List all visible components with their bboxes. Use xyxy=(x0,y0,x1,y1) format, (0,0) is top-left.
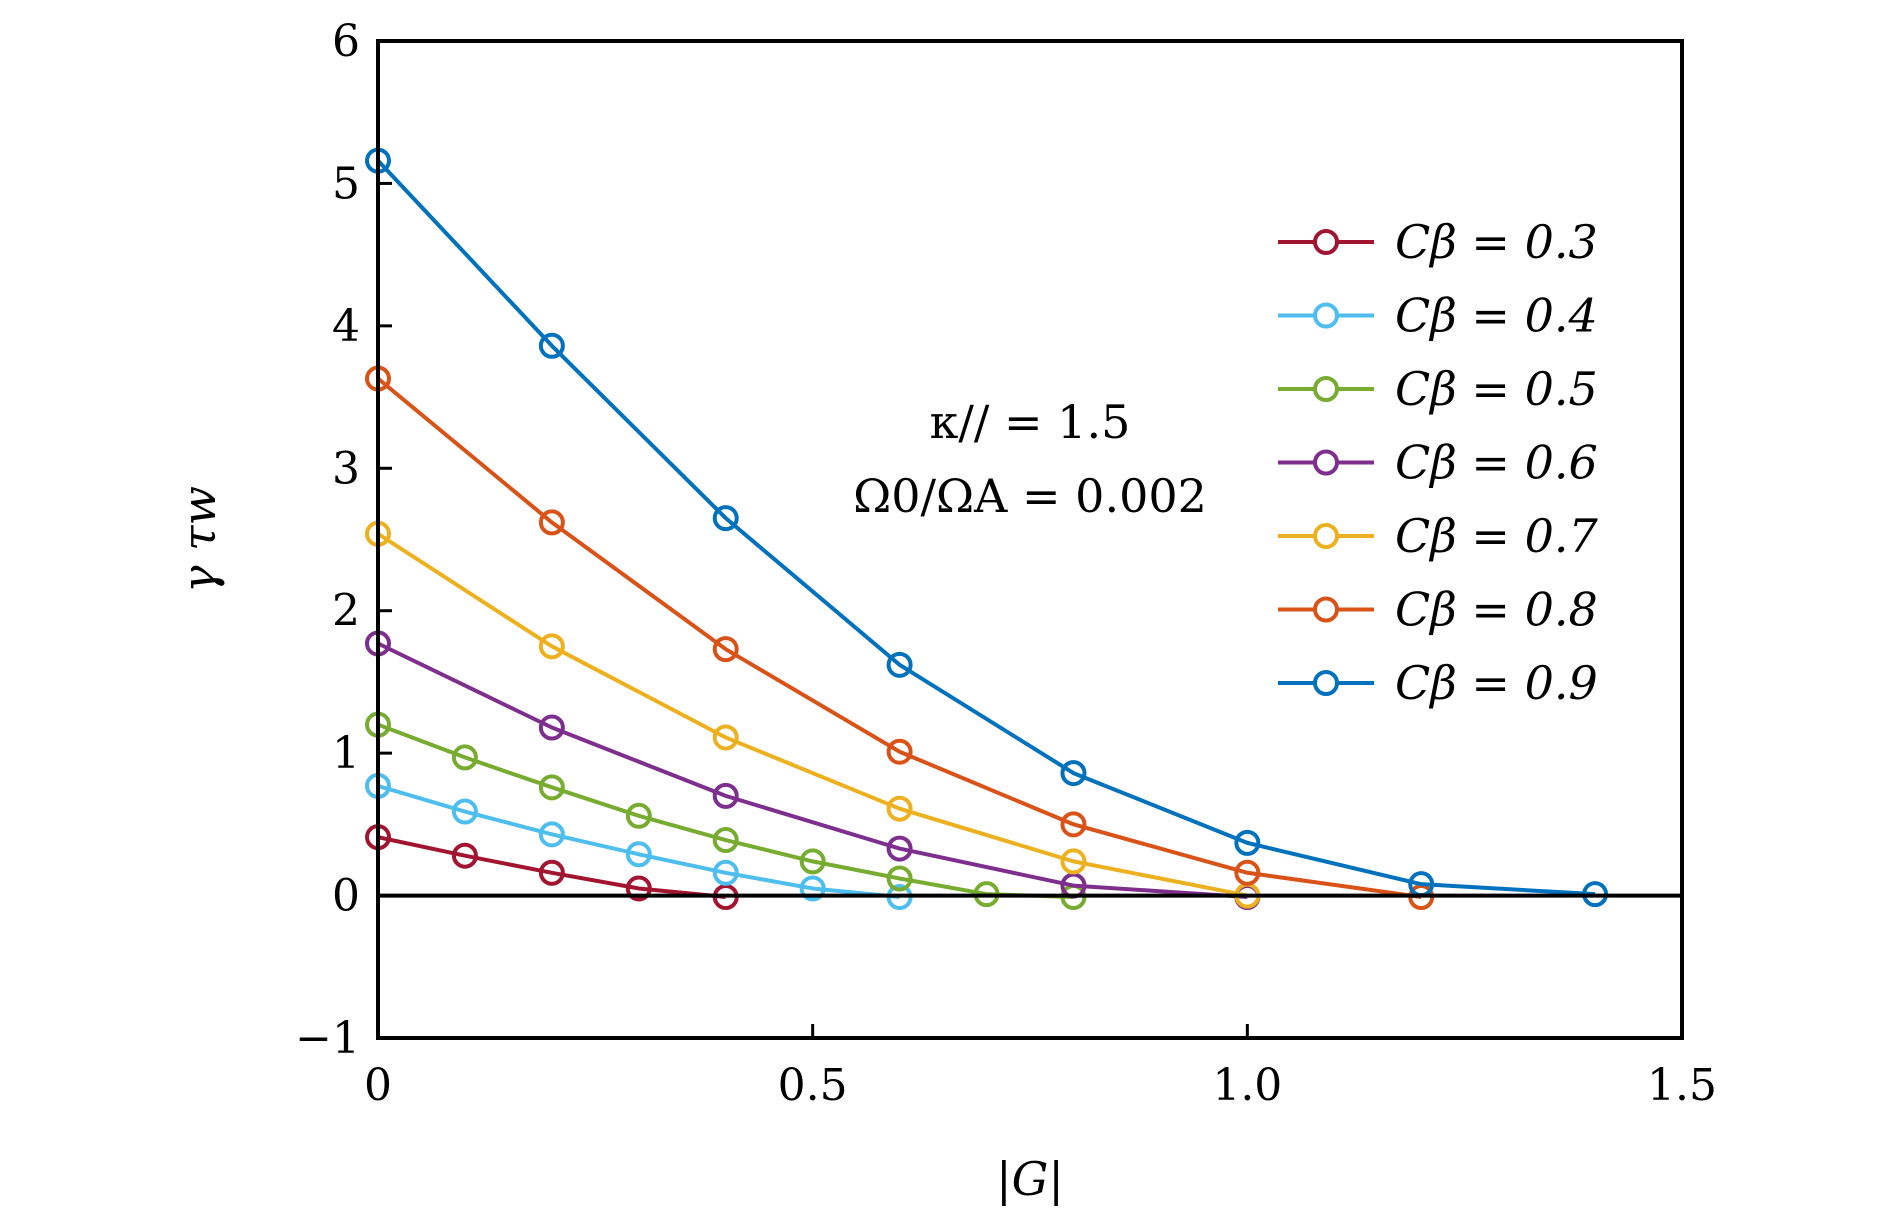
series-line xyxy=(377,783,900,899)
y-tick-label: 0 xyxy=(332,871,360,922)
x-tick-label: 0.5 xyxy=(778,1060,848,1111)
y-tick-label: 1 xyxy=(332,728,360,779)
data-point xyxy=(886,651,913,678)
legend-marker xyxy=(1313,449,1339,476)
x-tick-label: 1.0 xyxy=(1212,1060,1282,1111)
series-line xyxy=(377,641,1248,899)
data-point xyxy=(712,505,739,532)
data-point xyxy=(1234,829,1261,856)
x-tick-label: 1.5 xyxy=(1647,1060,1717,1111)
data-point xyxy=(538,714,565,741)
data-point xyxy=(625,841,652,868)
legend-entry: Cβ = 0.3 xyxy=(1278,215,1598,269)
legend-entry: Cβ = 0.9 xyxy=(1278,656,1598,710)
data-point xyxy=(712,636,739,663)
data-point xyxy=(1234,859,1261,886)
data-point xyxy=(538,859,565,886)
y-tick-label: 2 xyxy=(332,586,360,637)
data-point xyxy=(538,332,565,359)
series-line xyxy=(377,835,726,899)
series-line xyxy=(376,532,1248,898)
legend-marker xyxy=(1313,596,1339,623)
legend-entry: Cβ = 0.8 xyxy=(1278,583,1598,637)
legend-label: Cβ = 0.7 xyxy=(1395,509,1598,563)
series-group xyxy=(365,365,1435,910)
data-point xyxy=(538,774,565,801)
x-axis-title: |G| xyxy=(996,1152,1064,1206)
data-point xyxy=(886,738,913,765)
data-point xyxy=(1060,848,1087,875)
legend-label: Cβ = 0.9 xyxy=(1395,656,1598,710)
data-point xyxy=(1060,760,1087,787)
y-tick-label: 3 xyxy=(332,443,360,494)
legend-marker xyxy=(1313,229,1339,255)
legend-entry: Cβ = 0.6 xyxy=(1278,436,1598,490)
legend-label: Cβ = 0.4 xyxy=(1395,289,1598,343)
legend-entry: Cβ = 0.5 xyxy=(1278,362,1598,416)
data-point xyxy=(451,744,478,771)
series-line xyxy=(376,159,1596,897)
legend-label: Cβ = 0.5 xyxy=(1395,362,1598,416)
data-point xyxy=(886,795,913,822)
data-point xyxy=(451,798,478,825)
data-point xyxy=(799,875,826,902)
legend-label: Cβ = 0.3 xyxy=(1395,215,1598,269)
legend-entry: Cβ = 0.4 xyxy=(1278,289,1598,343)
legend-label: Cβ = 0.8 xyxy=(1395,583,1598,637)
data-point xyxy=(1060,811,1087,838)
data-point xyxy=(538,633,565,660)
data-point xyxy=(625,802,652,829)
annotation-kappa: κ// = 1.5 xyxy=(930,395,1131,449)
y-axis-title: γ τw xyxy=(172,486,226,593)
data-point xyxy=(451,842,478,869)
plot-frame xyxy=(376,39,1684,1040)
series-line xyxy=(377,722,1074,899)
data-point xyxy=(712,859,739,886)
legend: Cβ = 0.3 Cβ = 0.4 Cβ = 0.5 Cβ = 0.6 Cβ = 0.7… xyxy=(1278,215,1598,710)
data-point xyxy=(712,782,739,809)
series-line xyxy=(376,377,1422,899)
legend-label: Cβ = 0.6 xyxy=(1395,436,1598,490)
y-tick-label: 6 xyxy=(332,16,360,67)
series-group xyxy=(365,772,913,910)
legend-entry: Cβ = 0.7 xyxy=(1278,509,1598,563)
data-point xyxy=(886,835,913,862)
series-group xyxy=(365,520,1261,909)
data-point xyxy=(625,875,652,902)
y-tick-label: 4 xyxy=(332,301,360,352)
annotation-omega-ratio: Ω0/ΩA = 0.002 xyxy=(853,469,1207,523)
y-tick-label: 5 xyxy=(332,158,360,209)
legend-marker xyxy=(1313,376,1339,402)
legend-marker xyxy=(1313,302,1339,329)
data-point xyxy=(712,827,739,854)
y-tick-label: −1 xyxy=(295,1013,360,1064)
data-point xyxy=(886,865,913,892)
legend-marker xyxy=(1313,523,1339,549)
legend-marker xyxy=(1313,670,1339,696)
data-point xyxy=(538,821,565,848)
data-point xyxy=(712,724,739,751)
x-tick-label: 0 xyxy=(364,1060,392,1111)
data-point xyxy=(538,509,565,536)
data-point xyxy=(799,848,826,875)
